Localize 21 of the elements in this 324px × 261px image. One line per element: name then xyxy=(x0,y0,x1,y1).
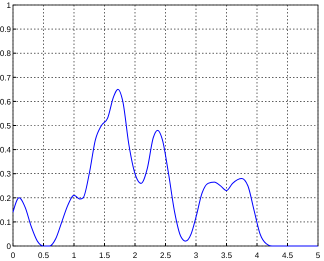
x-tick-label: 4 xyxy=(254,251,260,260)
y-tick-label: 0.5 xyxy=(0,122,12,130)
x-tick-label: 2 xyxy=(132,251,138,260)
y-tick-label: 0.9 xyxy=(0,25,12,34)
x-tick-label: 1 xyxy=(72,251,77,260)
x-tick-label: 2.5 xyxy=(160,251,172,260)
x-tick-label: 0.5 xyxy=(38,251,50,260)
x-tick-label: 1.5 xyxy=(98,251,111,260)
y-tick-label: 0.8 xyxy=(0,49,12,58)
y-tick-label: 0.2 xyxy=(0,194,12,203)
y-tick-label: 0 xyxy=(6,242,12,251)
y-tick-label: 0.6 xyxy=(0,97,12,106)
y-tick-label: 1 xyxy=(6,1,12,10)
x-tick-label: 3 xyxy=(194,251,199,260)
x-tick-label: 4.5 xyxy=(282,251,294,260)
x-tick-label: 3.5 xyxy=(220,251,233,260)
y-tick-label: 0.3 xyxy=(0,170,12,179)
y-tick-label: 0.1 xyxy=(0,218,12,227)
y-tick-label: 0.4 xyxy=(0,146,12,155)
x-tick-label: 5 xyxy=(316,251,321,260)
y-tick-label: 0.7 xyxy=(0,73,12,82)
